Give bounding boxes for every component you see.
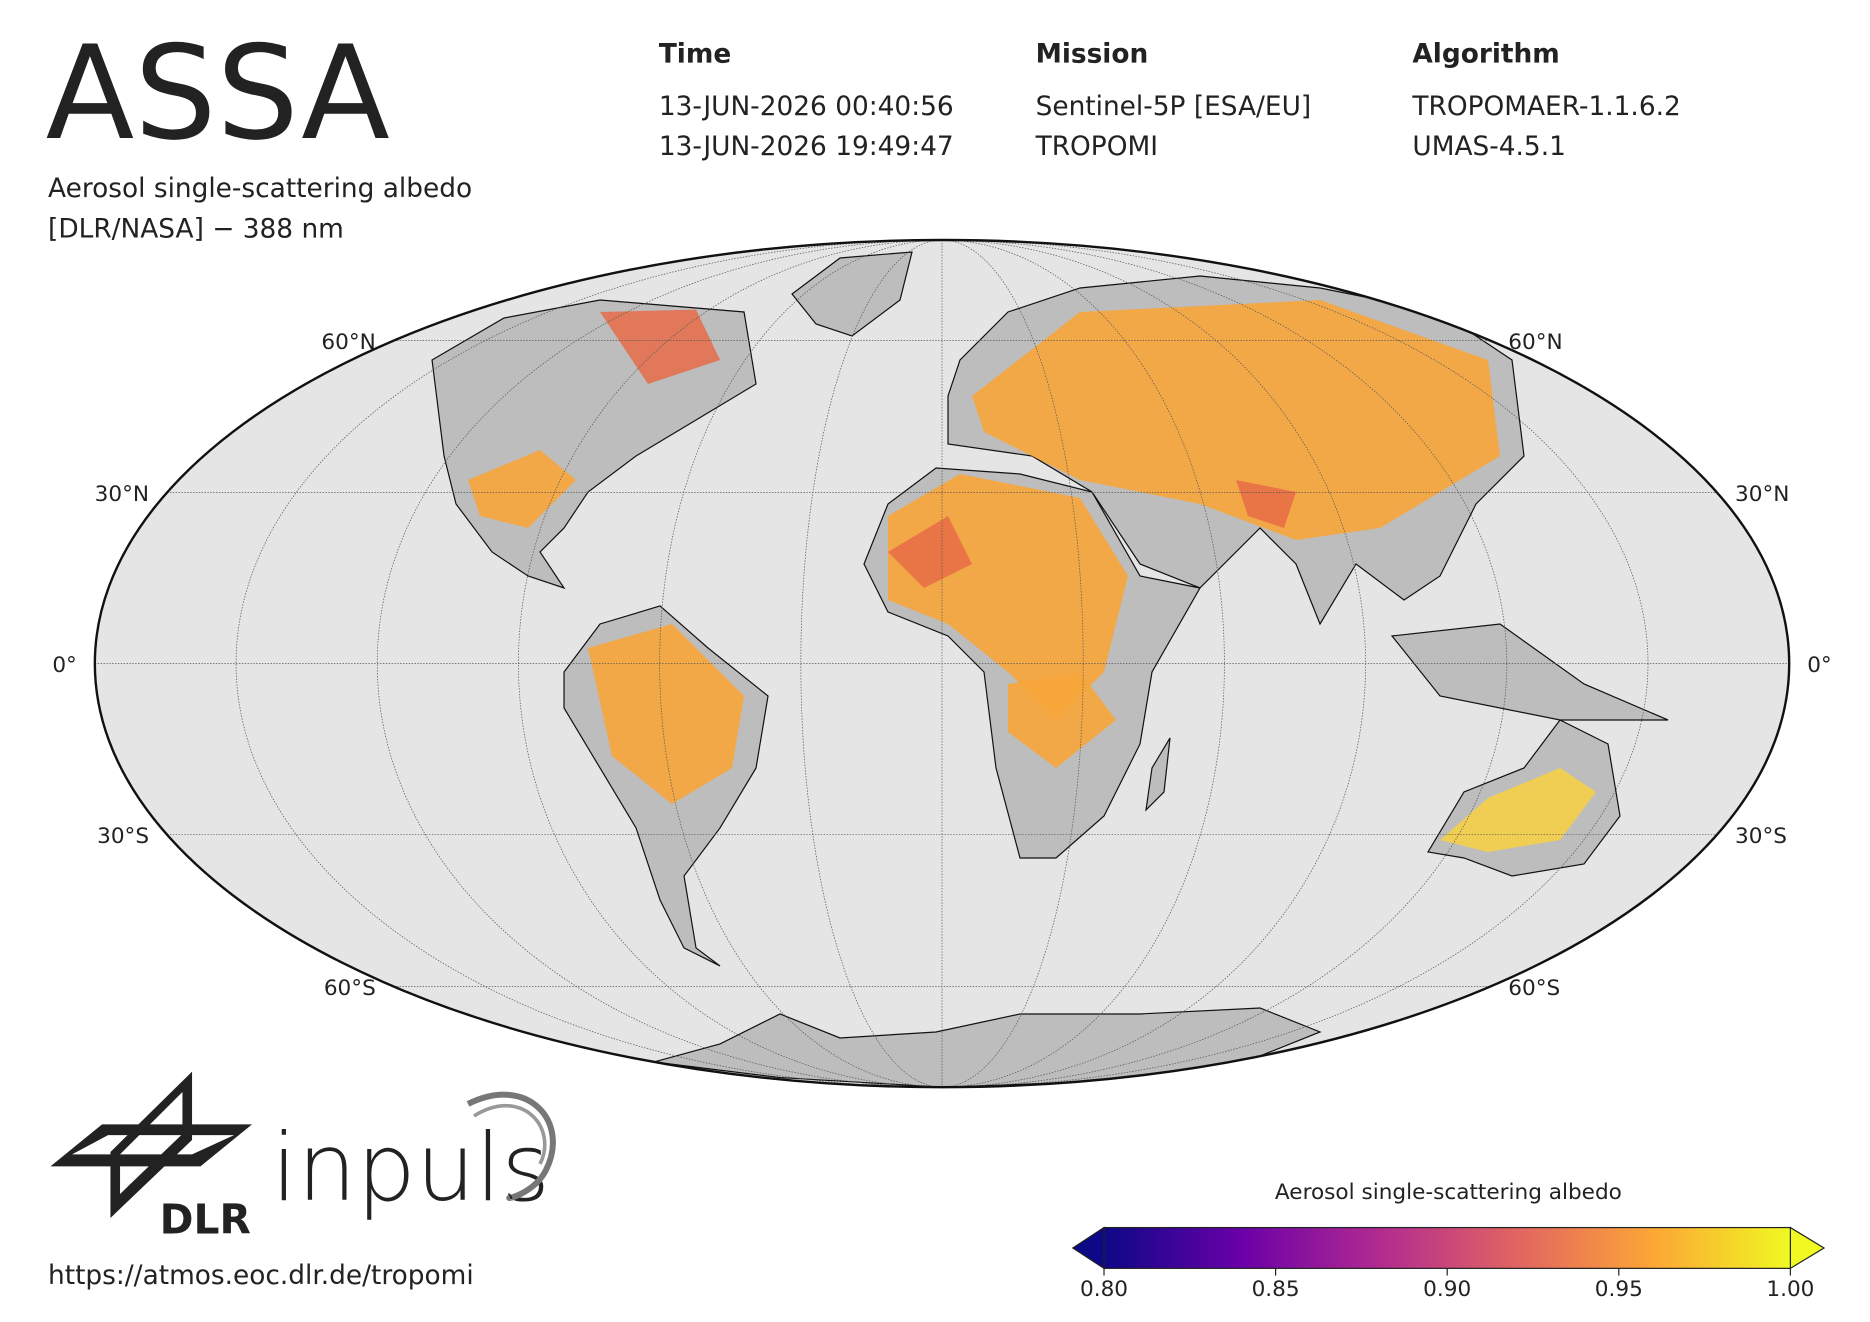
info-line: 13-JUN-2026 19:49:47 bbox=[659, 132, 954, 162]
logo-text: DLR bbox=[160, 1196, 251, 1244]
colorbar-tick-label: 0.85 bbox=[1252, 1277, 1300, 1302]
colorbar-body bbox=[1103, 1226, 1791, 1269]
graticule bbox=[94, 239, 1790, 1088]
subtitle: [DLR/NASA] − 388 nm bbox=[48, 215, 344, 245]
colorbar-extend-high bbox=[1789, 1226, 1826, 1270]
colorbar-label: Aerosol single-scattering albedo bbox=[1275, 1180, 1622, 1205]
lat-label: 60°S bbox=[1508, 976, 1560, 1001]
lat-label: 30°N bbox=[95, 482, 149, 507]
colorbar-tick-label: 0.80 bbox=[1080, 1277, 1128, 1302]
info-line: 13-JUN-2026 00:40:56 bbox=[659, 92, 954, 122]
colorbar-tick-label: 1.00 bbox=[1766, 1277, 1814, 1302]
colorbar: Aerosol single-scattering albedo 0.80 0.8… bbox=[1071, 1180, 1826, 1302]
lat-label: 0° bbox=[1807, 653, 1832, 678]
url: https://atmos.eoc.dlr.de/tropomi bbox=[48, 1261, 474, 1291]
info-heading: Algorithm bbox=[1412, 39, 1559, 69]
lat-labels: 60°N 60°N 30°N 30°N 0° 0° 30°S 30°S 60°S 60°S bbox=[52, 330, 1831, 1001]
info-heading: Time bbox=[659, 39, 731, 69]
dlr-logo: DLR inpuls bbox=[50, 1071, 556, 1244]
lat-label: 30°S bbox=[97, 824, 149, 849]
brand: inpuls bbox=[271, 1114, 550, 1223]
info-line: UMAS-4.5.1 bbox=[1412, 132, 1565, 162]
lat-label: 60°N bbox=[321, 330, 375, 355]
lat-label: 30°S bbox=[1735, 824, 1787, 849]
lat-label: 30°N bbox=[1735, 482, 1789, 507]
colorbar-extend-low bbox=[1071, 1226, 1105, 1270]
map: 60°N 60°N 30°N 30°N 0° 0° 30°S 30°S 60°S 60°S bbox=[52, 238, 1832, 1089]
info-line: TROPOMI bbox=[1035, 132, 1158, 162]
logo-wing bbox=[50, 1124, 253, 1167]
info-heading: Mission bbox=[1036, 39, 1149, 69]
map-outline bbox=[93, 238, 1791, 1089]
lat-label: 60°S bbox=[324, 976, 376, 1001]
lat-label: 0° bbox=[52, 653, 77, 678]
land bbox=[431, 251, 1669, 1088]
info-columns: Time 13-JUN-2026 00:40:56 13-JUN-2026 19:4… bbox=[659, 39, 1681, 161]
logo-swirl bbox=[473, 1103, 547, 1165]
info-line: TROPOMAER-1.1.6.2 bbox=[1411, 92, 1680, 122]
title: ASSA bbox=[46, 18, 390, 169]
info-line: Sentinel-5P [ESA/EU] bbox=[1036, 92, 1312, 122]
subtitle: Aerosol single-scattering albedo bbox=[48, 174, 472, 204]
logo-swirl bbox=[466, 1091, 556, 1202]
colorbar-tick-label: 0.90 bbox=[1423, 1277, 1471, 1302]
logo-body bbox=[110, 1071, 193, 1218]
colorbar-tick-label: 0.95 bbox=[1595, 1277, 1643, 1302]
lat-label: 60°N bbox=[1508, 330, 1562, 355]
